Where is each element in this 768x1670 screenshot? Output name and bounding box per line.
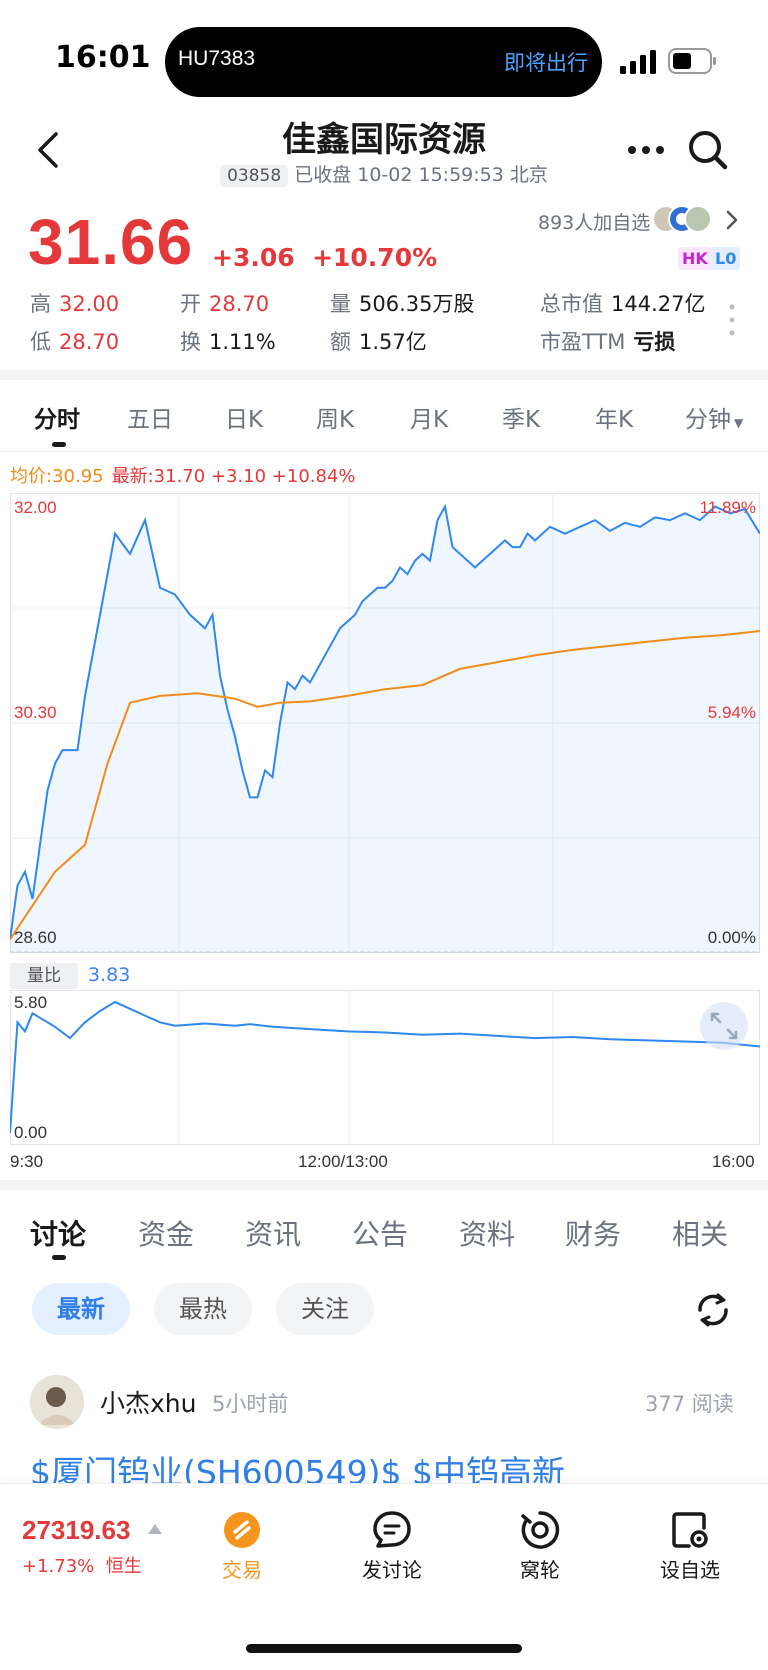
filter-following[interactable]: 关注 xyxy=(276,1283,374,1335)
price-axis-mid: 30.30 xyxy=(14,703,57,722)
volume-ratio-value: 3.83 xyxy=(88,964,131,986)
post-read-count: 377 阅读 xyxy=(645,1392,734,1416)
stat-low: 低 28.70 xyxy=(30,330,120,354)
refresh-icon[interactable] xyxy=(692,1289,734,1331)
followers-count[interactable]: 893人加自选 xyxy=(538,212,651,234)
change-value: +3.06 xyxy=(212,243,295,272)
chat-icon[interactable] xyxy=(370,1508,414,1552)
level-badge-l0: L0 xyxy=(711,247,741,270)
signal-icon xyxy=(620,50,656,74)
tab-capital[interactable]: 资金 xyxy=(138,1218,195,1251)
post-username[interactable]: 小杰xhu xyxy=(100,1389,197,1418)
volume-axis-bottom: 0.00 xyxy=(14,1123,47,1142)
tab-news[interactable]: 资讯 xyxy=(245,1218,302,1251)
back-icon[interactable] xyxy=(30,128,70,172)
stock-name: 佳鑫国际资源 xyxy=(282,120,486,160)
tab-profile[interactable]: 资料 xyxy=(459,1218,516,1251)
volume-ratio-label: 量比 xyxy=(10,963,78,989)
time-axis-open: 9:30 xyxy=(10,1152,44,1171)
chart-tab-monthly-k[interactable]: 月K xyxy=(410,407,449,433)
stat-open: 开 28.70 xyxy=(180,292,270,316)
change-percent: +10.70% xyxy=(312,243,438,272)
time-axis-midday: 12:00/13:00 xyxy=(298,1152,388,1171)
triangle-up-icon xyxy=(148,1524,162,1534)
warrant-icon[interactable] xyxy=(518,1508,562,1552)
volume-ratio-line xyxy=(10,1000,760,1134)
stat-high: 高 32.00 xyxy=(30,292,120,316)
warrant-label[interactable]: 窝轮 xyxy=(520,1558,560,1582)
market-status: 已收盘 10-02 15:59:53 北京 xyxy=(294,164,548,186)
add-watchlist-label[interactable]: 设自选 xyxy=(660,1558,720,1582)
index-change[interactable]: +1.73% 恒生 xyxy=(22,1556,142,1577)
chart-tab-quarterly-k[interactable]: 季K xyxy=(502,407,541,433)
stat-pe: 市盈TTM 亏损 xyxy=(540,330,676,354)
average-price-line xyxy=(10,630,760,941)
price-axis-top: 32.00 xyxy=(14,498,57,517)
stock-subtitle: 03858 已收盘 10-02 15:59:53 北京 xyxy=(0,160,768,187)
chart-tab-intraday[interactable]: 分时 xyxy=(34,407,80,433)
chart-tab-weekly-k[interactable]: 周K xyxy=(316,407,355,433)
time-axis-close: 16:00 xyxy=(712,1152,755,1171)
follower-avatars-icon[interactable] xyxy=(652,203,712,235)
intraday-price-chart[interactable]: 32.00 30.30 28.60 11.89% 5.94% 0.00% xyxy=(10,493,760,953)
chevron-right-icon[interactable] xyxy=(722,208,742,232)
volume-grid xyxy=(10,990,760,1145)
chart-tab-5day[interactable]: 五日 xyxy=(127,407,173,433)
island-flight-status: 即将出行 xyxy=(504,51,588,75)
chart-tabs-divider xyxy=(0,451,768,452)
search-icon[interactable] xyxy=(686,128,730,172)
pct-axis-top: 11.89% xyxy=(700,498,756,517)
pct-axis-bottom: 0.00% xyxy=(708,928,756,947)
tab-related[interactable]: 相关 xyxy=(672,1218,729,1251)
price-line xyxy=(10,503,760,940)
market-badge-hk: HK xyxy=(678,247,712,270)
filter-hottest[interactable]: 最热 xyxy=(154,1283,252,1335)
status-time: 16:01 xyxy=(55,40,151,75)
caret-down-icon: ▼ xyxy=(734,416,744,430)
section-divider-2 xyxy=(0,1180,768,1190)
volume-ratio-chart[interactable]: 5.80 0.00 xyxy=(10,990,760,1145)
stat-market-cap: 总市值 144.27亿 xyxy=(540,292,706,316)
stat-amount: 额 1.57亿 xyxy=(330,330,427,354)
trade-label[interactable]: 交易 xyxy=(222,1558,262,1582)
price-change: +3.06 +10.70% xyxy=(212,243,437,272)
post-content[interactable]: $厦门钨业(SH600549)$ $中钨高新 xyxy=(30,1453,565,1486)
post-discussion-label[interactable]: 发讨论 xyxy=(362,1558,422,1582)
index-name: 恒生 xyxy=(105,1556,142,1577)
price-axis-bottom: 28.60 xyxy=(14,928,57,947)
filter-latest[interactable]: 最新 xyxy=(32,1283,130,1335)
tab-discussion[interactable]: 讨论 xyxy=(30,1218,87,1251)
volume-axis-top: 5.80 xyxy=(14,993,47,1012)
legend-latest-price: 最新:31.70 +3.10 +10.84% xyxy=(111,466,356,487)
discussion-tab-indicator xyxy=(52,1255,66,1260)
chart-tab-indicator xyxy=(52,442,66,447)
more-vertical-icon[interactable] xyxy=(728,303,736,337)
price-area-fill xyxy=(10,506,760,953)
tab-financials[interactable]: 财务 xyxy=(565,1218,622,1251)
section-divider xyxy=(0,370,768,380)
stat-turnover: 换 1.11% xyxy=(180,330,276,354)
home-indicator[interactable] xyxy=(246,1644,522,1653)
stat-volume: 量 506.35万股 xyxy=(330,292,475,316)
price-legend: 均价:30.95 最新:31.70 +3.10 +10.84% xyxy=(10,462,356,488)
stock-code: 03858 xyxy=(220,165,289,187)
dynamic-island[interactable] xyxy=(165,27,602,97)
island-flight-number: HU7383 xyxy=(178,47,256,70)
chart-tab-yearly-k[interactable]: 年K xyxy=(595,407,634,433)
post-time: 5小时前 xyxy=(212,1392,289,1416)
pct-axis-mid: 5.94% xyxy=(708,703,756,722)
watchlist-icon[interactable] xyxy=(668,1508,712,1552)
index-value[interactable]: 27319.63 xyxy=(22,1515,131,1545)
trade-icon[interactable] xyxy=(220,1508,264,1552)
more-icon[interactable] xyxy=(626,138,666,162)
expand-icon[interactable] xyxy=(698,1002,750,1050)
user-avatar[interactable] xyxy=(30,1375,84,1429)
current-price: 31.66 xyxy=(28,206,194,278)
chart-grid xyxy=(10,493,760,953)
battery-icon xyxy=(668,48,716,74)
chart-tab-minute[interactable]: 分钟 ▼ xyxy=(685,407,744,433)
legend-average-price: 均价:30.95 xyxy=(10,466,104,487)
tab-announcements[interactable]: 公告 xyxy=(352,1218,409,1251)
chart-tab-daily-k[interactable]: 日K xyxy=(225,407,264,433)
